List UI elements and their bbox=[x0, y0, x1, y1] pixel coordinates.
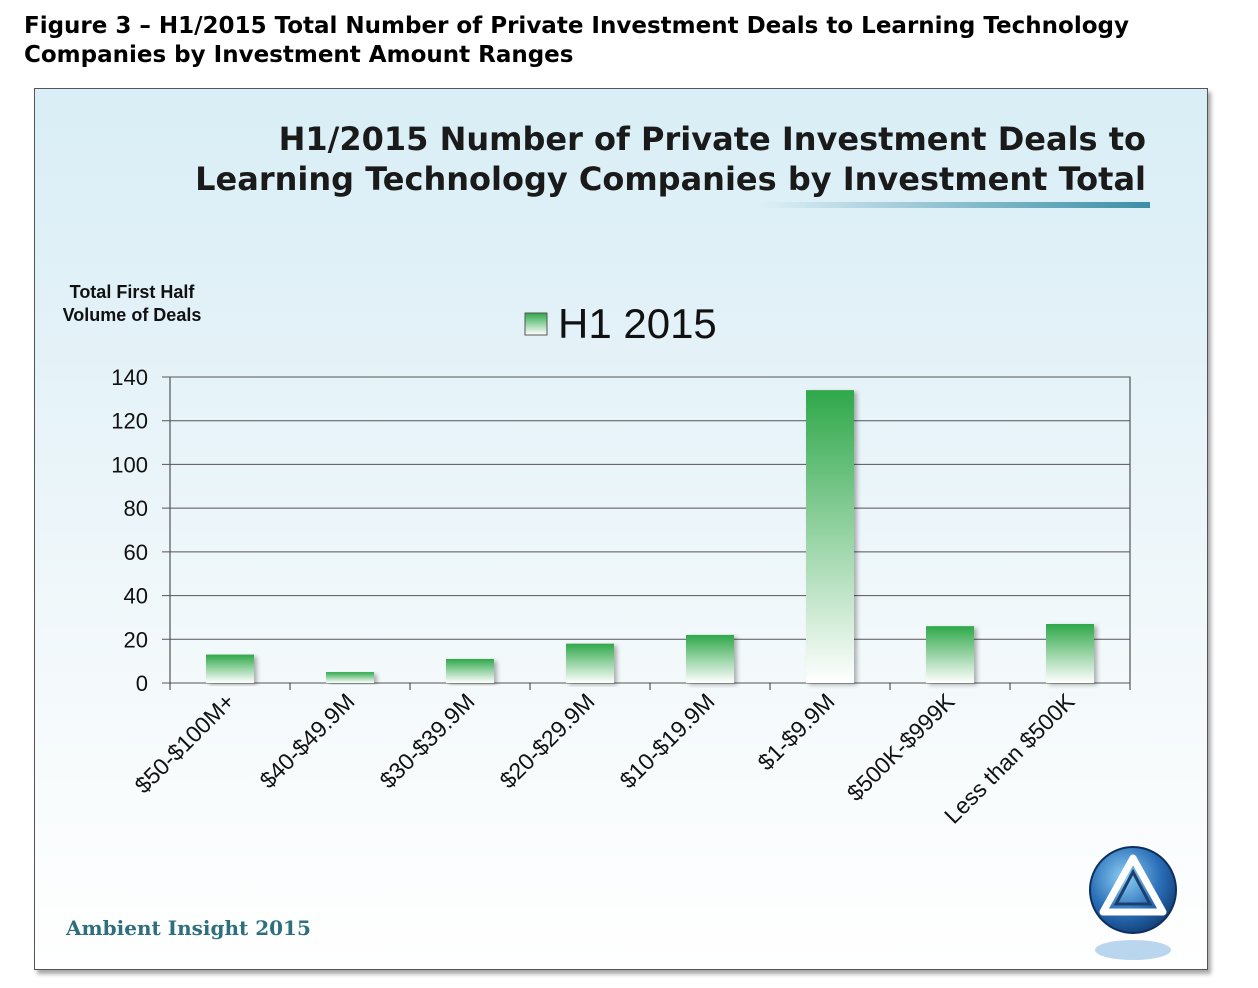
title-underline bbox=[760, 202, 1150, 208]
bar bbox=[686, 634, 734, 683]
chart-title-line-2: Learning Technology Companies by Investm… bbox=[195, 160, 1146, 198]
bar bbox=[446, 658, 494, 683]
x-tick-label: $30-$39.9M bbox=[374, 688, 479, 793]
y-tick-label: 80 bbox=[124, 496, 148, 521]
legend-swatch bbox=[524, 312, 548, 336]
y-tick-label: 40 bbox=[124, 584, 148, 609]
legend: H1 2015 bbox=[524, 300, 717, 347]
chart-panel bbox=[34, 88, 1208, 970]
footer-credit: Ambient Insight 2015 bbox=[65, 916, 311, 940]
y-tick-label: 20 bbox=[124, 627, 148, 652]
plot-area: 0 20 40 60 80 100 120 140 $50-$100M+ $40-$49.9M $3… bbox=[111, 365, 1131, 829]
bar bbox=[326, 672, 374, 683]
y-axis-label-line-2: Volume of Deals bbox=[63, 305, 202, 325]
y-axis-label-line-1: Total First Half bbox=[70, 282, 196, 302]
y-tick-label: 60 bbox=[124, 540, 148, 565]
x-tick-label: $20-$29.9M bbox=[494, 688, 599, 793]
figure-caption: Figure 3 – H1/2015 Total Number of Priva… bbox=[24, 13, 1129, 68]
bar bbox=[806, 390, 854, 683]
bar bbox=[566, 643, 614, 683]
x-tick-label: $500K-$999K bbox=[842, 688, 960, 806]
y-tick-label: 100 bbox=[111, 452, 148, 477]
legend-label: H1 2015 bbox=[558, 300, 717, 347]
bar bbox=[926, 626, 974, 683]
plot-frame bbox=[169, 376, 1131, 684]
x-tick-label: $40-$49.9M bbox=[254, 688, 359, 793]
x-tick-label: $1-$9.9M bbox=[752, 688, 839, 775]
triangle-orb-logo-icon bbox=[1089, 846, 1177, 960]
x-tick-label: Less than $500K bbox=[939, 688, 1080, 829]
y-tick-label: 140 bbox=[111, 365, 148, 390]
bar bbox=[206, 654, 254, 683]
y-tick-label: 0 bbox=[136, 671, 148, 696]
y-tick-label: 120 bbox=[111, 409, 148, 434]
x-tick-label: $50-$100M+ bbox=[129, 688, 239, 798]
bar bbox=[1046, 623, 1094, 683]
x-tick-label: $10-$19.9M bbox=[614, 688, 719, 793]
chart-title-line-1: H1/2015 Number of Private Investment Dea… bbox=[279, 120, 1146, 158]
